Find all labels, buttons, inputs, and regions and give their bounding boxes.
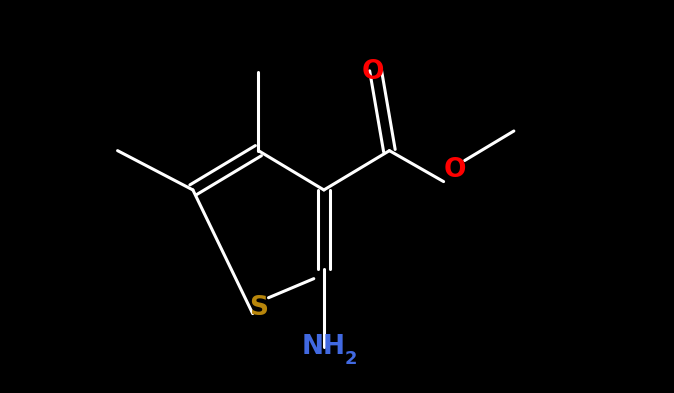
Text: NH: NH — [302, 334, 346, 360]
Text: S: S — [249, 295, 268, 321]
Text: O: O — [362, 59, 384, 85]
Text: 2: 2 — [345, 350, 357, 368]
Text: O: O — [443, 157, 466, 183]
